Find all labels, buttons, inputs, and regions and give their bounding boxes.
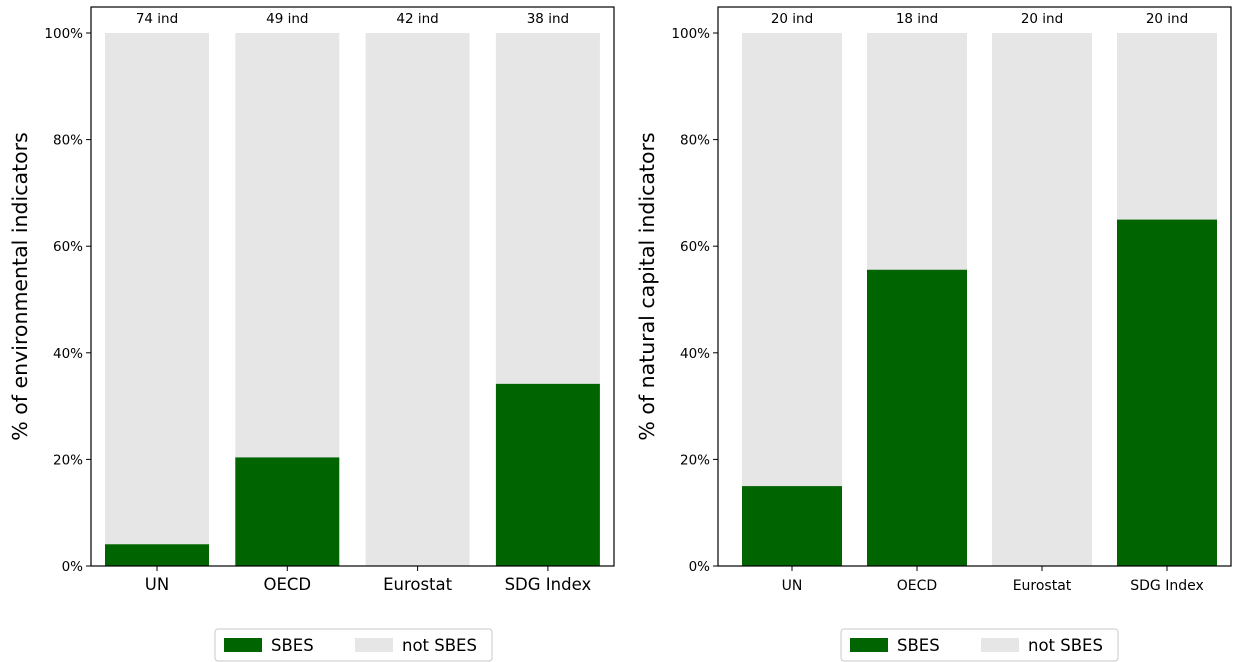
- y-axis-label: % of natural capital indicators: [635, 132, 659, 440]
- sbes-bar-sdg-index: [495, 383, 600, 566]
- y-tick-label: 80%: [680, 133, 710, 149]
- y-tick-label: 60%: [680, 239, 710, 255]
- sbes-bar-oecd: [235, 457, 340, 566]
- x-tick-label: SDG Index: [1130, 578, 1204, 594]
- legend-swatch-sbes: [224, 638, 262, 652]
- not-sbes-bar-eurostat: [365, 33, 470, 566]
- legend-box: [214, 628, 493, 662]
- bar-count-label: 38 ind: [527, 11, 569, 27]
- sbes-bar-un: [105, 544, 209, 566]
- legend-swatch-sbes: [850, 638, 888, 652]
- x-tick-label: UN: [145, 575, 169, 594]
- bar-count-label: 42 ind: [396, 11, 438, 27]
- bar-count-label: 20 ind: [771, 11, 813, 27]
- not-sbes-bar-eurostat: [992, 33, 1092, 566]
- x-tick-label: Eurostat: [383, 575, 453, 594]
- bar-count-label: 20 ind: [1146, 11, 1188, 27]
- not-sbes-bar-oecd: [867, 33, 967, 270]
- legend-label: not SBES: [402, 636, 477, 655]
- legend: SBES not SBES: [840, 628, 1119, 662]
- plot-frame: [717, 6, 1232, 567]
- legend-label: SBES: [271, 636, 314, 655]
- y-tick-label: 20%: [680, 452, 710, 468]
- legend-box: [840, 628, 1119, 662]
- y-tick-label: 80%: [53, 133, 83, 149]
- y-tick-label: 100%: [44, 26, 83, 42]
- x-tick-label: SDG Index: [505, 575, 592, 594]
- bar-count-label: 74 ind: [136, 11, 178, 27]
- x-tick-label: OECD: [263, 575, 311, 594]
- legend-swatch-not-sbes: [355, 638, 393, 652]
- chart-panel-2: 20 ind UN 18 ind OECD 20 ind Eurostat 20 ind SD…: [635, 6, 1232, 662]
- chart-panel-1: 74 ind UN 49 ind OECD 42 ind Eurostat 38 ind SD…: [8, 6, 615, 662]
- sbes-bar-un: [742, 486, 842, 566]
- x-tick-label: OECD: [897, 578, 937, 594]
- x-tick-label: UN: [782, 578, 803, 594]
- not-sbes-bar-un: [742, 33, 842, 487]
- y-tick-label: 40%: [680, 346, 710, 362]
- legend: SBES not SBES: [214, 628, 493, 662]
- sbes-bar-sdg-index: [1117, 219, 1217, 567]
- y-tick-label: 60%: [53, 239, 83, 255]
- not-sbes-bar-sdg-index: [495, 33, 600, 384]
- not-sbes-bar-sdg-index: [1117, 33, 1217, 220]
- bar-count-label: 20 ind: [1021, 11, 1063, 27]
- bar-count-label: 18 ind: [896, 11, 938, 27]
- sbes-bar-oecd: [867, 269, 967, 566]
- y-tick-label: 20%: [53, 452, 83, 468]
- x-tick-label: Eurostat: [1013, 578, 1072, 594]
- y-tick-label: 0%: [689, 559, 711, 575]
- legend-label: not SBES: [1028, 636, 1103, 655]
- y-tick-label: 0%: [62, 559, 84, 575]
- y-axis-label: % of environmental indicators: [8, 132, 32, 441]
- not-sbes-bar-un: [105, 33, 209, 545]
- y-tick-label: 100%: [671, 26, 710, 42]
- y-tick-label: 40%: [53, 346, 83, 362]
- bar-count-label: 49 ind: [266, 11, 308, 27]
- legend-label: SBES: [897, 636, 940, 655]
- not-sbes-bar-oecd: [235, 33, 340, 458]
- legend-swatch-not-sbes: [981, 638, 1019, 652]
- plot-frame: [90, 6, 615, 567]
